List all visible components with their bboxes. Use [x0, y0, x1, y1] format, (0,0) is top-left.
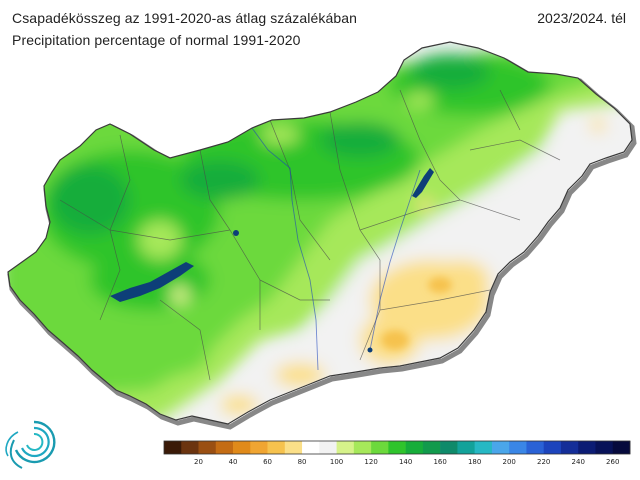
legend-swatch [267, 441, 286, 454]
legend-swatch [526, 441, 544, 454]
legend-tick-label: 120 [364, 458, 377, 466]
legend-swatch [371, 441, 389, 454]
legend-tick-label: 20 [194, 458, 203, 466]
lake-balaton [110, 262, 194, 302]
rivers [251, 127, 421, 371]
legend-swatch [595, 441, 614, 454]
legend-swatch [491, 441, 510, 454]
country-border [7, 41, 633, 425]
legend-swatch [233, 441, 251, 454]
met-service-spiral-logo [5, 420, 56, 469]
legend-swatch [440, 441, 458, 454]
legend-tick-label: 60 [263, 458, 272, 466]
legend-swatch [457, 441, 475, 454]
legend-swatch [509, 441, 527, 454]
legend-tick-label: 40 [229, 458, 238, 466]
legend-swatch [388, 441, 406, 454]
legend-swatch [198, 441, 217, 454]
legend-tick-label: 80 [298, 458, 307, 466]
legend-swatch [560, 441, 579, 454]
legend-swatch [474, 441, 493, 454]
legend-swatches [163, 440, 631, 455]
lake-velence [233, 230, 239, 236]
legend-frame [163, 440, 631, 455]
legend-swatch [612, 441, 631, 454]
season-label: 2023/2024. tél [537, 10, 626, 26]
legend-tick-label: 180 [468, 458, 481, 466]
legend-swatch [164, 441, 182, 454]
legend-swatch [250, 441, 268, 454]
legend-swatch [302, 441, 320, 454]
legend-swatch [284, 441, 303, 454]
legend-tick-label: 200 [503, 458, 516, 466]
legend-swatch [543, 441, 562, 454]
legend-tick-label: 140 [399, 458, 412, 466]
lake-tisza [412, 168, 434, 198]
map-title-hungarian: Csapadékösszeg az 1991-2020-as átlag szá… [12, 10, 358, 26]
legend-tick-label: 100 [330, 458, 343, 466]
legend-swatch [578, 441, 596, 454]
legend-swatch [181, 441, 199, 454]
legend-tick-label: 260 [606, 458, 619, 466]
legend-ticks: 2040608010012014016018020022024026028030… [194, 458, 619, 466]
map-title-english: Precipitation percentage of normal 1991-… [12, 32, 301, 48]
legend-swatch [353, 441, 372, 454]
legend-tick-label: 160 [433, 458, 446, 466]
small-lake [367, 347, 373, 353]
legend-swatch [319, 441, 337, 454]
legend-tick-label: 220 [537, 458, 550, 466]
legend-swatch [405, 441, 424, 454]
legend-swatch [336, 441, 355, 454]
legend-swatch [422, 441, 441, 454]
legend-swatch [215, 441, 234, 454]
legend-tick-label: 240 [572, 458, 585, 466]
